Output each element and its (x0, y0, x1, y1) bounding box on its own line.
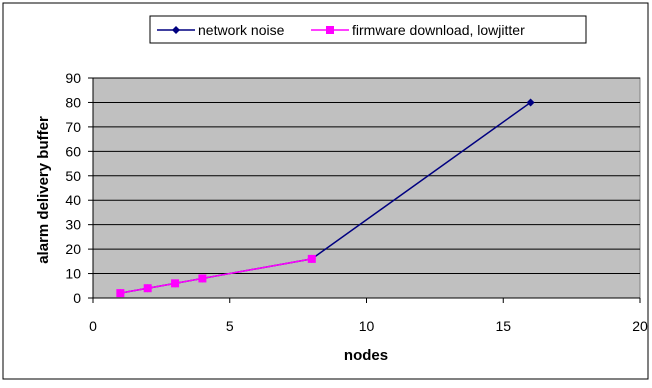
y-tick-label-90: 90 (65, 70, 81, 86)
legend-marker-firmware-download (326, 26, 334, 34)
y-axis-title: alarm delivery buffer (35, 116, 52, 264)
y-tick-label-10: 10 (65, 266, 81, 282)
point-firmware-download-lowjitter-4 (307, 254, 316, 263)
point-firmware-download-lowjitter-1 (143, 284, 152, 293)
series-layer (116, 98, 535, 298)
axes (88, 77, 641, 303)
point-firmware-download-lowjitter-2 (171, 279, 180, 288)
x-tick-label-20: 20 (632, 318, 648, 334)
point-firmware-download-lowjitter-0 (116, 289, 125, 298)
y-tick-label-0: 0 (73, 290, 81, 306)
tick-labels: 0 10 20 30 40 50 60 70 80 90 0 5 10 15 20 (65, 70, 648, 334)
grid-lines (93, 77, 640, 275)
x-tick-label-15: 15 (495, 318, 511, 334)
legend-box (149, 15, 587, 44)
y-tick-label-70: 70 (65, 119, 81, 135)
x-tick-label-10: 10 (359, 318, 375, 334)
x-axis-title: nodes (344, 347, 388, 364)
legend: network noise firmware download, lowjitt… (149, 15, 587, 44)
legend-label-firmware-download: firmware download, lowjitter (352, 22, 525, 38)
y-tick-label-80: 80 (65, 94, 81, 110)
y-tick-label-30: 30 (65, 217, 81, 233)
x-tick-label-5: 5 (226, 318, 234, 334)
legend-label-network-noise: network noise (198, 22, 285, 38)
plot-area (92, 77, 641, 299)
x-tick-label-0: 0 (89, 318, 97, 334)
y-tick-label-40: 40 (65, 192, 81, 208)
legend-marker-network-noise (172, 26, 180, 34)
y-tick-label-60: 60 (65, 143, 81, 159)
y-tick-label-20: 20 (65, 241, 81, 257)
point-network-noise-5 (526, 98, 535, 107)
point-firmware-download-lowjitter-3 (198, 274, 207, 283)
y-tick-label-50: 50 (65, 168, 81, 184)
